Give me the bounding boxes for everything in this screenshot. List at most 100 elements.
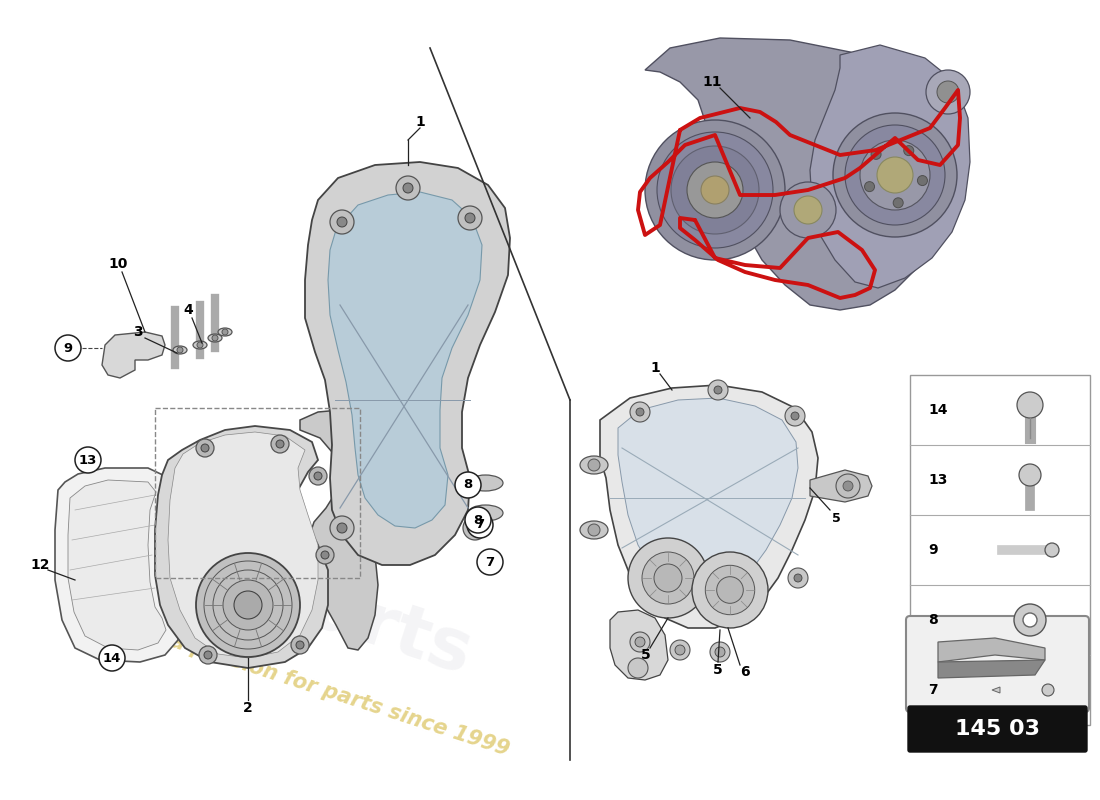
Bar: [910, 375, 1090, 725]
Circle shape: [675, 645, 685, 655]
Circle shape: [177, 347, 183, 353]
Circle shape: [588, 524, 600, 536]
Text: 5: 5: [641, 648, 651, 662]
Circle shape: [893, 198, 903, 208]
Circle shape: [794, 574, 802, 582]
Text: 13: 13: [79, 454, 97, 466]
Circle shape: [234, 591, 262, 619]
Text: 2: 2: [243, 701, 253, 715]
Circle shape: [199, 646, 217, 664]
Circle shape: [654, 564, 682, 592]
Circle shape: [212, 335, 218, 341]
Circle shape: [75, 447, 101, 473]
Text: 145 03: 145 03: [955, 719, 1040, 739]
Polygon shape: [168, 432, 318, 658]
Circle shape: [636, 408, 644, 416]
Text: europarts: europarts: [79, 501, 481, 690]
Circle shape: [197, 342, 204, 348]
Text: 10: 10: [108, 257, 128, 271]
Polygon shape: [55, 468, 180, 662]
Circle shape: [788, 568, 808, 588]
Circle shape: [276, 440, 284, 448]
Text: 7: 7: [485, 555, 495, 569]
Circle shape: [645, 120, 785, 260]
Circle shape: [877, 157, 913, 193]
Text: 11: 11: [702, 75, 722, 89]
Circle shape: [330, 210, 354, 234]
Polygon shape: [810, 470, 872, 502]
Circle shape: [465, 507, 491, 533]
Circle shape: [871, 150, 881, 159]
Text: 1: 1: [415, 115, 425, 129]
Circle shape: [196, 553, 300, 657]
Circle shape: [917, 175, 927, 186]
Circle shape: [316, 546, 334, 564]
Circle shape: [396, 176, 420, 200]
Text: 5: 5: [832, 511, 840, 525]
Circle shape: [785, 406, 805, 426]
Circle shape: [628, 658, 648, 678]
Circle shape: [470, 523, 480, 533]
Circle shape: [670, 640, 690, 660]
Circle shape: [692, 552, 768, 628]
Ellipse shape: [580, 521, 608, 539]
Circle shape: [794, 196, 822, 224]
Circle shape: [477, 549, 503, 575]
Circle shape: [708, 380, 728, 400]
Circle shape: [99, 645, 125, 671]
FancyBboxPatch shape: [906, 616, 1089, 712]
Circle shape: [223, 580, 273, 630]
Circle shape: [714, 386, 722, 394]
Circle shape: [630, 572, 650, 592]
Circle shape: [314, 472, 322, 480]
Text: 5: 5: [713, 663, 723, 677]
Ellipse shape: [468, 505, 503, 521]
Circle shape: [630, 632, 650, 652]
Circle shape: [296, 641, 304, 649]
Polygon shape: [328, 192, 482, 528]
Polygon shape: [68, 480, 166, 650]
Circle shape: [710, 642, 730, 662]
Circle shape: [688, 162, 742, 218]
Circle shape: [630, 402, 650, 422]
Polygon shape: [645, 38, 965, 310]
Circle shape: [657, 132, 773, 248]
Circle shape: [1042, 684, 1054, 696]
Circle shape: [671, 146, 759, 234]
Ellipse shape: [218, 328, 232, 336]
Text: 8: 8: [928, 613, 937, 627]
Text: 6: 6: [740, 665, 750, 679]
Bar: [155, 408, 360, 578]
Polygon shape: [305, 162, 510, 565]
Circle shape: [403, 183, 412, 193]
Circle shape: [309, 467, 327, 485]
Circle shape: [860, 140, 930, 210]
Text: 14: 14: [102, 651, 121, 665]
Circle shape: [455, 472, 481, 498]
Circle shape: [701, 176, 729, 204]
Circle shape: [717, 577, 744, 603]
Polygon shape: [102, 332, 165, 378]
Text: 1: 1: [650, 361, 660, 375]
Text: 3: 3: [133, 325, 143, 339]
Circle shape: [715, 647, 725, 657]
Circle shape: [636, 578, 644, 586]
Text: 7: 7: [475, 518, 485, 531]
Text: 4: 4: [183, 303, 192, 317]
Polygon shape: [618, 398, 798, 596]
Text: 7: 7: [928, 683, 937, 697]
Ellipse shape: [580, 456, 608, 474]
Text: 9: 9: [928, 543, 937, 557]
Circle shape: [330, 516, 354, 540]
Text: 12: 12: [31, 558, 50, 572]
Circle shape: [843, 481, 852, 491]
Circle shape: [791, 412, 799, 420]
Circle shape: [1014, 604, 1046, 636]
Text: 14: 14: [928, 403, 947, 417]
Circle shape: [1023, 613, 1037, 627]
Polygon shape: [938, 638, 1045, 662]
Circle shape: [321, 551, 329, 559]
Circle shape: [588, 459, 600, 471]
Circle shape: [222, 329, 228, 335]
Circle shape: [845, 125, 945, 225]
